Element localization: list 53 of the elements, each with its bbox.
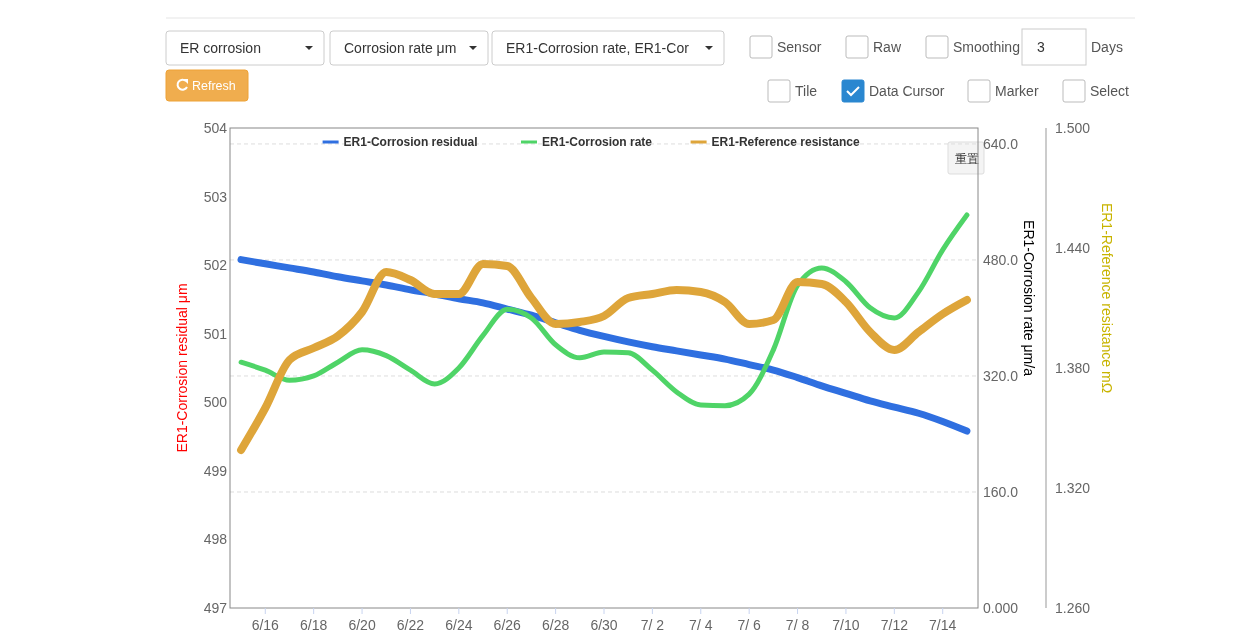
y-tick-label: 501: [203, 325, 228, 342]
y2-tick-label: 480.0: [983, 251, 1019, 268]
text: Sensor: [777, 39, 822, 55]
text: Corrosion rate μm: [344, 40, 457, 56]
x-tick-label: 6/22: [396, 617, 425, 633]
y-tick-label: 497: [203, 600, 228, 616]
y3-tick-label: 1.380: [1055, 360, 1091, 376]
x-tick-label: 6/26: [493, 617, 522, 633]
text: Smoothing: [953, 39, 1020, 55]
y3-tick-label: 1.500: [1055, 120, 1091, 136]
y-tick-label: 502: [203, 257, 228, 274]
y-tick-label: 499: [203, 462, 228, 479]
x-tick-label: 6/16: [251, 617, 280, 633]
x-tick-label: 6/20: [348, 617, 376, 633]
y-tick-label: 500: [203, 394, 228, 411]
x-tick-label: 7/12: [880, 617, 909, 633]
text: ER corrosion: [180, 40, 261, 56]
y2-tick-label: 640.0: [983, 135, 1019, 152]
y3-tick-label: 1.320: [1055, 480, 1091, 496]
y2-tick-label: 320.0: [983, 367, 1019, 384]
x-tick-label: 7/ 8: [785, 617, 810, 633]
x-tick-label: 6/30: [590, 617, 618, 633]
y-axis-title: ER1-Corrosion residual μm: [174, 283, 190, 453]
x-tick-label: 7/ 4: [689, 617, 713, 633]
text: 3: [1037, 39, 1045, 55]
text: Raw: [873, 39, 902, 55]
legend-label: ER1-Corrosion rate: [542, 135, 653, 149]
y2-tick-label: 0.000: [983, 600, 1019, 616]
x-tick-label: 7/ 6: [737, 617, 762, 633]
text: ER1-Corrosion rate, ER1-Cor: [506, 40, 690, 56]
x-tick-label: 6/28: [541, 617, 570, 633]
y-tick-label: 498: [203, 531, 228, 548]
text: Marker: [995, 83, 1039, 99]
y-tick-label: 504: [203, 120, 228, 136]
x-tick-label: 7/10: [832, 617, 860, 633]
y2-tick-label: 160.0: [983, 483, 1019, 500]
x-tick-label: 6/18: [300, 617, 328, 633]
y3-axis-title: ER1-Reference resistance mΩ: [1099, 202, 1115, 394]
text: Refresh: [192, 79, 236, 93]
y-tick-label: 503: [203, 188, 228, 205]
x-tick-label: 6/24: [445, 617, 473, 633]
y3-tick-label: 1.260: [1055, 600, 1091, 616]
text: Data Cursor: [869, 83, 945, 99]
x-tick-label: 7/14: [929, 617, 957, 633]
x-tick-label: 7/ 2: [640, 617, 665, 633]
legend-label: ER1-Corrosion residual: [343, 135, 478, 149]
text: Select: [1090, 83, 1130, 99]
annotation: 重置: [955, 152, 979, 166]
text: Tile: [795, 83, 818, 99]
text: Days: [1091, 39, 1123, 55]
legend-label: ER1-Reference resistance: [711, 135, 860, 149]
y3-tick-label: 1.440: [1055, 240, 1091, 256]
y2-axis-title: ER1-Corrosion rate μm/a: [1021, 220, 1037, 377]
